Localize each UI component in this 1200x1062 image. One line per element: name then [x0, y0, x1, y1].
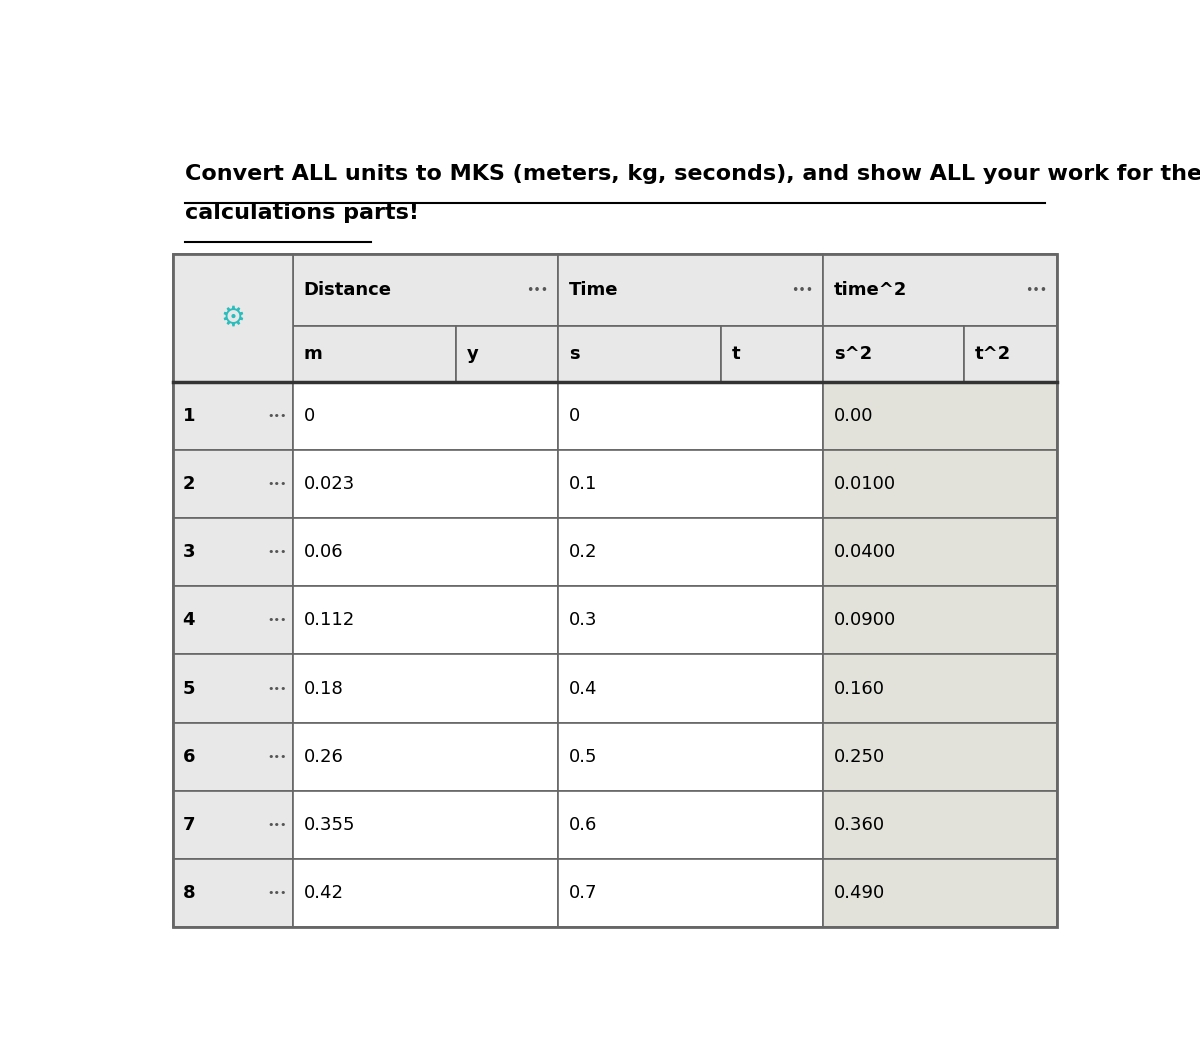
- Bar: [558, 654, 823, 722]
- Bar: [558, 381, 823, 450]
- Text: 0.2: 0.2: [569, 543, 598, 561]
- Bar: [173, 791, 293, 859]
- Text: •••: •••: [268, 820, 287, 829]
- Bar: [823, 518, 1057, 586]
- Text: 0.023: 0.023: [304, 475, 355, 493]
- Text: 7: 7: [182, 816, 196, 834]
- Text: s: s: [569, 345, 580, 363]
- Bar: [173, 254, 293, 381]
- Text: •••: •••: [268, 479, 287, 489]
- Text: •••: •••: [526, 284, 548, 296]
- Text: •••: •••: [268, 888, 287, 898]
- Bar: [558, 518, 823, 586]
- Text: 0.5: 0.5: [569, 748, 598, 766]
- Text: s^2: s^2: [834, 345, 872, 363]
- Text: •••: •••: [268, 752, 287, 761]
- Bar: [721, 326, 823, 381]
- Text: 0.490: 0.490: [834, 884, 886, 902]
- Bar: [173, 254, 1057, 927]
- Bar: [293, 254, 558, 326]
- Bar: [173, 518, 293, 586]
- Bar: [173, 450, 293, 518]
- Bar: [964, 326, 1057, 381]
- Text: 4: 4: [182, 612, 196, 630]
- Text: 0.0400: 0.0400: [834, 543, 896, 561]
- Bar: [823, 450, 1057, 518]
- Text: 0.26: 0.26: [304, 748, 343, 766]
- Text: t^2: t^2: [976, 345, 1012, 363]
- Text: ⚙: ⚙: [221, 304, 245, 332]
- Text: 5: 5: [182, 680, 196, 698]
- Text: t: t: [732, 345, 740, 363]
- Text: 0.112: 0.112: [304, 612, 355, 630]
- Text: 0.1: 0.1: [569, 475, 598, 493]
- Bar: [293, 326, 456, 381]
- Text: 0.3: 0.3: [569, 612, 598, 630]
- Bar: [173, 381, 293, 450]
- Bar: [558, 791, 823, 859]
- Bar: [558, 722, 823, 791]
- Bar: [558, 450, 823, 518]
- Bar: [173, 722, 293, 791]
- Text: 0.18: 0.18: [304, 680, 343, 698]
- Text: 0.0900: 0.0900: [834, 612, 896, 630]
- Bar: [823, 326, 964, 381]
- Bar: [173, 859, 293, 927]
- Text: time^2: time^2: [834, 281, 907, 299]
- Bar: [293, 518, 558, 586]
- Bar: [456, 326, 558, 381]
- Text: 8: 8: [182, 884, 196, 902]
- Bar: [173, 586, 293, 654]
- Bar: [293, 586, 558, 654]
- Text: 2: 2: [182, 475, 196, 493]
- Bar: [823, 381, 1057, 450]
- Bar: [823, 586, 1057, 654]
- Bar: [558, 254, 823, 326]
- Text: 0.160: 0.160: [834, 680, 884, 698]
- Bar: [823, 722, 1057, 791]
- Text: 0.0100: 0.0100: [834, 475, 896, 493]
- Bar: [558, 326, 721, 381]
- Text: •••: •••: [1025, 284, 1048, 296]
- Bar: [173, 654, 293, 722]
- Bar: [293, 450, 558, 518]
- Text: m: m: [304, 345, 323, 363]
- Text: 0.360: 0.360: [834, 816, 884, 834]
- Text: •••: •••: [268, 684, 287, 693]
- Text: •••: •••: [268, 411, 287, 421]
- Bar: [293, 722, 558, 791]
- Text: Convert ALL units to MKS (meters, kg, seconds), and show ALL your work for the: Convert ALL units to MKS (meters, kg, se…: [185, 165, 1200, 184]
- Bar: [823, 654, 1057, 722]
- Bar: [558, 586, 823, 654]
- Text: 6: 6: [182, 748, 196, 766]
- Text: 3: 3: [182, 543, 196, 561]
- Bar: [558, 859, 823, 927]
- Text: •••: •••: [791, 284, 814, 296]
- Text: 0: 0: [569, 407, 580, 425]
- Bar: [293, 859, 558, 927]
- Text: 0.42: 0.42: [304, 884, 343, 902]
- Text: Time: Time: [569, 281, 618, 299]
- Text: calculations parts!: calculations parts!: [185, 203, 419, 223]
- Text: 0.06: 0.06: [304, 543, 343, 561]
- Text: •••: •••: [268, 615, 287, 626]
- Text: 0.355: 0.355: [304, 816, 355, 834]
- Text: •••: •••: [268, 547, 287, 558]
- Bar: [293, 654, 558, 722]
- Text: 1: 1: [182, 407, 196, 425]
- Text: 0.7: 0.7: [569, 884, 598, 902]
- Text: 0: 0: [304, 407, 314, 425]
- Text: 0.250: 0.250: [834, 748, 886, 766]
- Text: 0.6: 0.6: [569, 816, 598, 834]
- Bar: [293, 791, 558, 859]
- Text: Distance: Distance: [304, 281, 391, 299]
- Bar: [293, 381, 558, 450]
- Bar: [823, 791, 1057, 859]
- Bar: [823, 859, 1057, 927]
- Text: 0.00: 0.00: [834, 407, 874, 425]
- Bar: [823, 254, 1057, 326]
- Text: 0.4: 0.4: [569, 680, 598, 698]
- Text: y: y: [467, 345, 479, 363]
